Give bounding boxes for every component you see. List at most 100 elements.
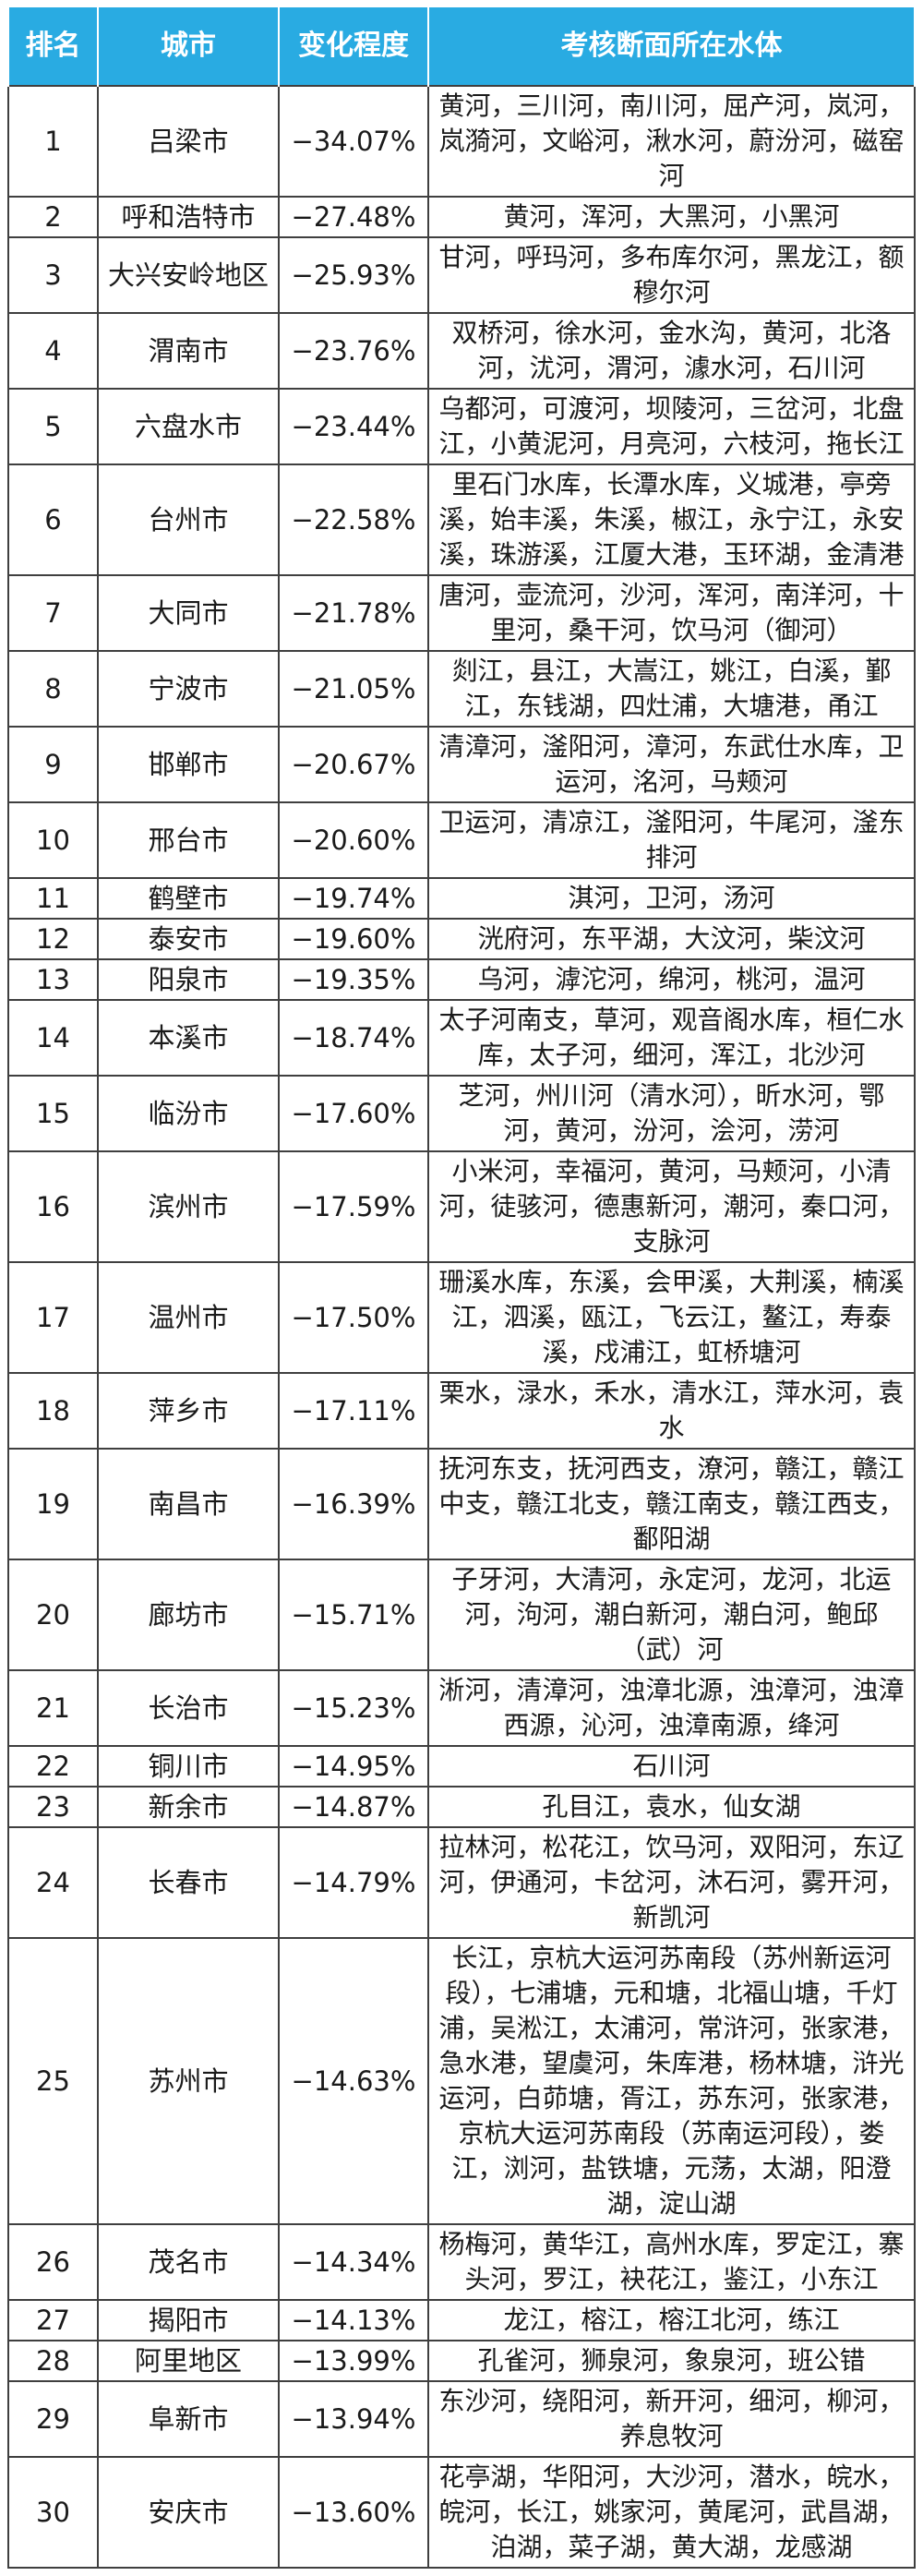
waters-cell: 淅河，清漳河，浊漳北源，浊漳河，浊漳西源，沁河，浊漳南源，绛河: [427, 1669, 916, 1747]
rank-cell: 4: [7, 312, 99, 390]
rank-cell: 3: [7, 236, 99, 314]
rank-cell: 25: [7, 1937, 99, 2225]
waters-cell: 乌都河，可渡河，坝陵河，三岔河，北盘江，小黄泥河，月亮河，六枝河，拖长江: [427, 388, 916, 465]
table-row: 2 呼和浩特市 −27.48% 黄河，浑河，大黑河，小黑河: [7, 196, 916, 238]
change-cell: −19.35%: [278, 958, 429, 1001]
waters-cell: 洸府河，东平湖，大汶河，柴汶河: [427, 918, 916, 960]
waters-cell: 拉林河，松花江，饮马河，双阳河，东辽河，伊通河，卡岔河，沐石河，雾开河，新凯河: [427, 1826, 916, 1939]
header-cell-waters: 考核断面所在水体: [427, 7, 916, 86]
table-row: 13 阳泉市 −19.35% 乌河，滹沱河，绵河，桃河，温河: [7, 958, 916, 1001]
change-cell: −14.63%: [278, 1937, 429, 2225]
rank-cell: 8: [7, 650, 99, 728]
city-cell: 大兴安岭地区: [97, 236, 280, 314]
table-row: 3 大兴安岭地区 −25.93% 甘河，呼玛河，多布库尔河，黑龙江，额穆尔河: [7, 236, 916, 314]
table-row: 24 长春市 −14.79% 拉林河，松花江，饮马河，双阳河，东辽河，伊通河，卡…: [7, 1826, 916, 1939]
city-cell: 大同市: [97, 574, 280, 652]
rank-cell: 14: [7, 999, 99, 1077]
table-row: 25 苏州市 −14.63% 长江，京杭大运河苏南段（苏州新运河段），七浦塘，元…: [7, 1937, 916, 2225]
city-cell: 本溪市: [97, 999, 280, 1077]
rank-cell: 21: [7, 1669, 99, 1747]
waters-cell: 孔目江，袁水，仙女湖: [427, 1786, 916, 1828]
waters-cell: 长江，京杭大运河苏南段（苏州新运河段），七浦塘，元和塘，北福山塘，千灯浦，吴淞江…: [427, 1937, 916, 2225]
rank-cell: 22: [7, 1745, 99, 1788]
rank-cell: 29: [7, 2380, 99, 2458]
city-cell: 滨州市: [97, 1150, 280, 1263]
table-row: 28 阿里地区 −13.99% 孔雀河，狮泉河，象泉河，班公错: [7, 2340, 916, 2382]
change-cell: −25.93%: [278, 236, 429, 314]
change-cell: −13.94%: [278, 2380, 429, 2458]
header-cell-change: 变化程度: [278, 7, 429, 86]
waters-cell: 淇河，卫河，汤河: [427, 877, 916, 920]
change-cell: −20.67%: [278, 726, 429, 803]
table-row: 7 大同市 −21.78% 唐河，壶流河，沙河，浑河，南洋河，十里河，桑干河，饮…: [7, 574, 916, 652]
city-cell: 廊坊市: [97, 1559, 280, 1671]
waters-cell: 杨梅河，黄华江，高州水库，罗定江，寨头河，罗江，袂花江，鉴江，小东江: [427, 2223, 916, 2301]
table-row: 29 阜新市 −13.94% 东沙河，绕阳河，新开河，细河，柳河，养息牧河: [7, 2380, 916, 2458]
city-cell: 铜川市: [97, 1745, 280, 1788]
rank-cell: 5: [7, 388, 99, 465]
waters-cell: 东沙河，绕阳河，新开河，细河，柳河，养息牧河: [427, 2380, 916, 2458]
table-row: 27 揭阳市 −14.13% 龙江，榕江，榕江北河，练江: [7, 2299, 916, 2341]
header-cell-city: 城市: [97, 7, 280, 86]
city-cell: 台州市: [97, 463, 280, 576]
waters-cell: 子牙河，大清河，永定河，龙河，北运河，泃河，潮白新河，潮白河，鲍邱（武）河: [427, 1559, 916, 1671]
header-row: 排名 城市 变化程度 考核断面所在水体: [7, 7, 916, 86]
city-cell: 邢台市: [97, 801, 280, 879]
water-quality-ranking-table: 排名 城市 变化程度 考核断面所在水体 1 吕梁市 −34.07% 黄河，三川河…: [7, 7, 916, 2569]
table-row: 10 邢台市 −20.60% 卫运河，清凉江，滏阳河，牛尾河，滏东排河: [7, 801, 916, 879]
city-cell: 六盘水市: [97, 388, 280, 465]
rank-cell: 6: [7, 463, 99, 576]
change-cell: −13.99%: [278, 2340, 429, 2382]
change-cell: −34.07%: [278, 85, 429, 198]
rank-cell: 16: [7, 1150, 99, 1263]
rank-cell: 9: [7, 726, 99, 803]
waters-cell: 花亭湖，华阳河，大沙河，潜水，皖水，皖河，长江，姚家河，黄尾河，武昌湖，泊湖，菜…: [427, 2456, 916, 2569]
city-cell: 南昌市: [97, 1448, 280, 1560]
city-cell: 吕梁市: [97, 85, 280, 198]
waters-cell: 黄河，浑河，大黑河，小黑河: [427, 196, 916, 238]
city-cell: 温州市: [97, 1261, 280, 1374]
change-cell: −17.11%: [278, 1372, 429, 1450]
table-row: 22 铜川市 −14.95% 石川河: [7, 1745, 916, 1788]
change-cell: −21.78%: [278, 574, 429, 652]
change-cell: −17.60%: [278, 1075, 429, 1152]
rank-cell: 20: [7, 1559, 99, 1671]
change-cell: −27.48%: [278, 196, 429, 238]
table-row: 4 渭南市 −23.76% 双桥河，徐水河，金水沟，黄河，北洛河，沋河，渭河，澽…: [7, 312, 916, 390]
change-cell: −14.95%: [278, 1745, 429, 1788]
city-cell: 长春市: [97, 1826, 280, 1939]
change-cell: −14.87%: [278, 1786, 429, 1828]
city-cell: 泰安市: [97, 918, 280, 960]
table-row: 26 茂名市 −14.34% 杨梅河，黄华江，高州水库，罗定江，寨头河，罗江，袂…: [7, 2223, 916, 2301]
change-cell: −18.74%: [278, 999, 429, 1077]
city-cell: 临汾市: [97, 1075, 280, 1152]
rank-cell: 13: [7, 958, 99, 1001]
waters-cell: 栗水，渌水，禾水，清水江，萍水河，袁水: [427, 1372, 916, 1450]
waters-cell: 太子河南支，草河，观音阁水库，桓仁水库，太子河，细河，浑江，北沙河: [427, 999, 916, 1077]
rank-cell: 23: [7, 1786, 99, 1828]
waters-cell: 石川河: [427, 1745, 916, 1788]
change-cell: −22.58%: [278, 463, 429, 576]
change-cell: −14.79%: [278, 1826, 429, 1939]
rank-cell: 19: [7, 1448, 99, 1560]
table-row: 18 萍乡市 −17.11% 栗水，渌水，禾水，清水江，萍水河，袁水: [7, 1372, 916, 1450]
table-row: 5 六盘水市 −23.44% 乌都河，可渡河，坝陵河，三岔河，北盘江，小黄泥河，…: [7, 388, 916, 465]
city-cell: 安庆市: [97, 2456, 280, 2569]
waters-cell: 龙江，榕江，榕江北河，练江: [427, 2299, 916, 2341]
table-row: 1 吕梁市 −34.07% 黄河，三川河，南川河，屈产河，岚河，岚漪河，文峪河，…: [7, 85, 916, 198]
rank-cell: 10: [7, 801, 99, 879]
city-cell: 萍乡市: [97, 1372, 280, 1450]
table-row: 20 廊坊市 −15.71% 子牙河，大清河，永定河，龙河，北运河，泃河，潮白新…: [7, 1559, 916, 1671]
waters-cell: 抚河东支，抚河西支，潦河，赣江，赣江中支，赣江北支，赣江南支，赣江西支，鄱阳湖: [427, 1448, 916, 1560]
city-cell: 新余市: [97, 1786, 280, 1828]
table-row: 9 邯郸市 −20.67% 清漳河，滏阳河，漳河，东武仕水库，卫运河，洺河，马颊…: [7, 726, 916, 803]
rank-cell: 17: [7, 1261, 99, 1374]
rank-cell: 24: [7, 1826, 99, 1939]
table-row: 19 南昌市 −16.39% 抚河东支，抚河西支，潦河，赣江，赣江中支，赣江北支…: [7, 1448, 916, 1560]
waters-cell: 芝河，州川河（清水河），昕水河，鄂河，黄河，汾河，浍河，涝河: [427, 1075, 916, 1152]
table-row: 15 临汾市 −17.60% 芝河，州川河（清水河），昕水河，鄂河，黄河，汾河，…: [7, 1075, 916, 1152]
rank-cell: 27: [7, 2299, 99, 2341]
change-cell: −23.76%: [278, 312, 429, 390]
change-cell: −17.50%: [278, 1261, 429, 1374]
